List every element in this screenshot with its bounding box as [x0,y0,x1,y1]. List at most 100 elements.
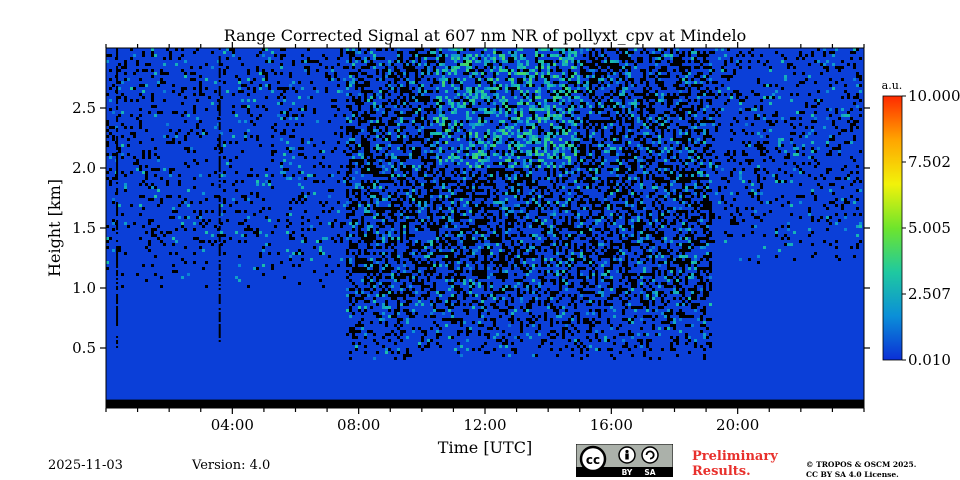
heatmap-cell [562,177,565,180]
heatmap-cell [736,93,739,96]
heatmap-cell [652,123,655,126]
heatmap-cell [727,78,730,81]
heatmap-cell [436,96,439,99]
heatmap-cell [838,153,841,156]
heatmap-cell [700,162,703,165]
heatmap-cell [349,177,352,180]
heatmap-cell [652,129,655,132]
heatmap-cell [421,222,424,225]
heatmap-cell [685,108,688,111]
heatmap-cell [364,150,367,153]
heatmap-cell [376,213,379,216]
heatmap-cell [397,105,400,108]
heatmap-cell [223,144,226,147]
heatmap-cell [451,159,454,162]
heatmap-cell [757,174,760,177]
heatmap-cell [409,51,412,54]
heatmap-cell [652,159,655,162]
heatmap-cell [508,126,511,129]
heatmap-cell [619,168,622,171]
heatmap-cell [589,150,592,153]
heatmap-cell [484,99,487,102]
heatmap-cell [523,204,526,207]
heatmap-cell [790,99,793,102]
heatmap-cell [589,81,592,84]
heatmap-cell [853,135,856,138]
heatmap-cell [607,192,610,195]
heatmap-cell [676,108,679,111]
heatmap-cell [595,87,598,90]
heatmap-cell [625,201,628,204]
heatmap-cell [559,102,562,105]
heatmap-cell [532,180,535,183]
heatmap-cell [799,51,802,54]
heatmap-cell [544,141,547,144]
heatmap-cell [796,147,799,150]
heatmap-cell [529,177,532,180]
heatmap-cell [583,63,586,66]
heatmap-cell [289,201,292,204]
heatmap-cell [664,195,667,198]
heatmap-cell [250,168,253,171]
heatmap-cell [490,177,493,180]
heatmap-cell [574,81,577,84]
heatmap-cell [448,132,451,135]
heatmap-cell [661,195,664,198]
heatmap-cell [502,54,505,57]
heatmap-cell [589,210,592,213]
heatmap-cell [625,150,628,153]
heatmap-cell [442,141,445,144]
heatmap-cell [508,192,511,195]
heatmap-cell [847,96,850,99]
heatmap-cell [412,66,415,69]
heatmap-cell [424,183,427,186]
heatmap-cell [397,156,400,159]
heatmap-cell [700,90,703,93]
heatmap-cell [397,177,400,180]
heatmap-cell [859,213,862,216]
heatmap-cell [616,102,619,105]
heatmap-cell [496,135,499,138]
heatmap-cell [511,117,514,120]
heatmap-cell [379,156,382,159]
heatmap-cell [460,120,463,123]
heatmap-cell [349,168,352,171]
heatmap-cell [322,150,325,153]
heatmap-cell [379,186,382,189]
heatmap-cell [391,120,394,123]
heatmap-cell [529,207,532,210]
heatmap-cell [529,219,532,222]
heatmap-cell [391,75,394,78]
heatmap-cell [466,195,469,198]
heatmap-cell [538,159,541,162]
heatmap-cell [565,222,568,225]
heatmap-cell [625,183,628,186]
heatmap-cell [514,111,517,114]
heatmap-cell [670,102,673,105]
heatmap-cell [397,135,400,138]
heatmap-cell [379,159,382,162]
heatmap-cell [721,69,724,72]
heatmap-cell [814,99,817,102]
heatmap-cell [364,141,367,144]
heatmap-cell [184,120,187,123]
heatmap-cell [580,102,583,105]
heatmap-cell [616,168,619,171]
heatmap-cell [628,171,631,174]
heatmap-cell [823,48,826,51]
heatmap-cell [628,216,631,219]
heatmap-cell [856,198,859,201]
heatmap-cell [451,204,454,207]
heatmap-cell [856,189,859,192]
heatmap-cell [532,96,535,99]
heatmap-cell [223,156,226,159]
heatmap-cell [427,78,430,81]
heatmap-cell [148,111,151,114]
heatmap-cell [313,180,316,183]
heatmap-cell [427,192,430,195]
heatmap-cell [661,126,664,129]
heatmap-cell [568,69,571,72]
heatmap-cell [421,168,424,171]
heatmap-cell [613,180,616,183]
heatmap-cell [538,162,541,165]
